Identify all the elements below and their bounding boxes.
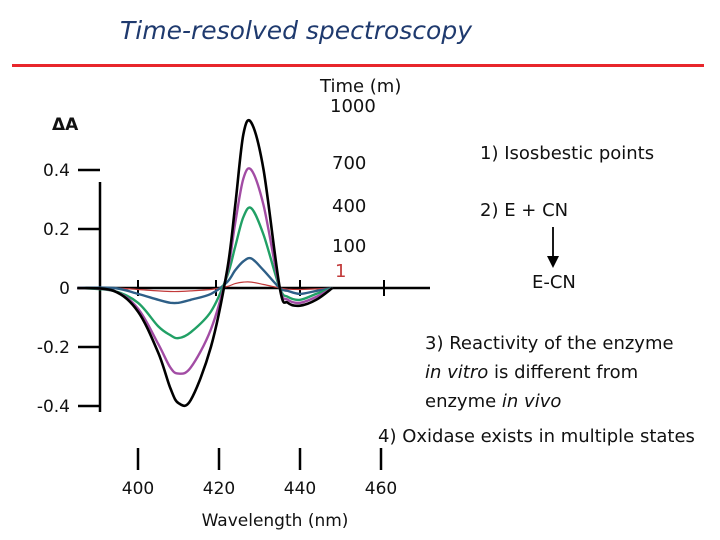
x-tick-label: 460 (365, 479, 397, 499)
series-line-400 (77, 206, 333, 340)
note-reactivity-line2: in vitro is different from (425, 362, 638, 383)
in-vitro-text: in vitro (425, 362, 489, 383)
title-divider (12, 64, 704, 67)
series-label-100: 100 (332, 236, 367, 257)
series-label-1000: 1000 (330, 96, 376, 117)
reactivity-line3-normal: enzyme (425, 391, 502, 412)
reactivity-line2-rest: is different from (488, 362, 639, 383)
series-line-1000 (77, 118, 334, 408)
note-reaction: 2) E + CN (480, 200, 569, 221)
reaction-arrow-head (547, 256, 559, 268)
y-axis-title: ΔA (52, 115, 79, 135)
note-reactivity-line3: enzyme in vivo (425, 391, 561, 412)
x-tick-label: 420 (203, 479, 235, 499)
note-isosbestic-points: 1) Isosbestic points (480, 143, 655, 164)
time-header-label: Time (m) (320, 76, 402, 97)
y-tick-label: -0.4 (37, 397, 70, 417)
y-tick-label: 0 (59, 279, 70, 299)
note-reactivity-line1: 3) Reactivity of the enzyme (425, 333, 674, 354)
x-tick-label: 400 (122, 479, 154, 499)
y-tick-label: -0.2 (37, 338, 70, 358)
x-tick-label: 440 (284, 479, 316, 499)
y-tick-label: 0.2 (43, 220, 70, 240)
series-line-1 (77, 281, 333, 293)
x-axis-title: Wavelength (nm) (202, 511, 349, 531)
note-reaction-product: E-CN (532, 272, 576, 293)
in-vivo-text: in vivo (501, 391, 562, 412)
series-label-700: 700 (332, 153, 367, 174)
slide-title: Time-resolved spectroscopy (120, 16, 473, 45)
y-tick-label: 0.4 (43, 161, 70, 181)
series-label-400: 400 (332, 196, 367, 217)
series-line-700 (77, 167, 333, 375)
note-oxidase-states: 4) Oxidase exists in multiple states (378, 426, 695, 447)
series-line-100 (77, 256, 333, 305)
series-label-1: 1 (335, 261, 347, 282)
